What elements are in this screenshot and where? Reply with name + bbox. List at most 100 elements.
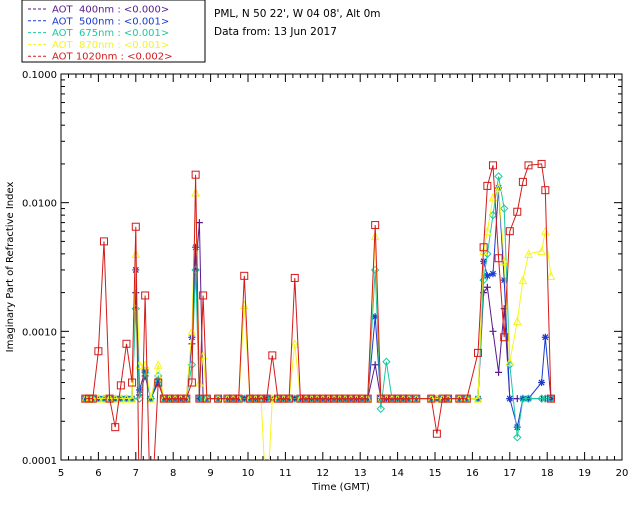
data-point-square <box>393 394 402 403</box>
data-point-square <box>262 394 271 403</box>
data-point-square <box>301 394 310 403</box>
y-tick-label: 0.0001 <box>22 456 57 467</box>
x-axis-label: Time (GMT) <box>311 482 370 493</box>
data-point-square <box>257 394 266 403</box>
data-point-square <box>518 177 527 186</box>
data-point-diamond <box>382 357 391 366</box>
data-point-asterisk <box>541 333 549 341</box>
data-point-square <box>462 394 471 403</box>
y-axis-label: Imaginary Part of Refractive Index <box>5 182 16 353</box>
data-point-triangle <box>505 357 515 366</box>
data-point-square <box>154 378 163 387</box>
data-point-asterisk <box>489 270 497 278</box>
data-point-square <box>432 429 441 438</box>
data-point-plus <box>195 219 203 227</box>
data-point-square <box>438 394 447 403</box>
series-line <box>85 163 552 460</box>
data-point-square <box>474 348 483 357</box>
data-point-square <box>387 394 396 403</box>
data-point-plus <box>489 327 497 335</box>
legend-entry: AOT 870nm : <0.001> <box>52 40 169 51</box>
data-point-triangle <box>473 393 483 403</box>
data-point-square <box>483 181 492 190</box>
data-point-square <box>318 394 327 403</box>
data-point-square <box>546 394 555 403</box>
x-tick-label: 5 <box>58 468 64 479</box>
x-tick-label: 12 <box>316 468 329 479</box>
data-point-diamond <box>376 404 385 414</box>
data-point-square <box>307 394 316 403</box>
data-point-square <box>245 394 254 403</box>
site-label: PML, N 50 22', W 04 08', Alt 0m <box>214 8 381 20</box>
data-point-triangle <box>153 360 163 369</box>
data-point-square <box>88 394 97 403</box>
legend-entry: AOT 1020nm : <0.002> <box>52 52 172 63</box>
legend-entry: AOT 500nm : <0.001> <box>52 16 169 27</box>
data-point-square <box>273 394 282 403</box>
data-point-square <box>128 378 137 387</box>
data-point-square <box>182 394 191 403</box>
data-point-square <box>330 394 339 403</box>
data-point-asterisk <box>506 395 514 403</box>
data-point-square <box>251 394 260 403</box>
data-point-square <box>234 394 243 403</box>
y-tick-label: 0.0100 <box>22 199 57 210</box>
x-tick-label: 15 <box>429 468 442 479</box>
data-point-square <box>371 221 380 230</box>
data-point-diamond <box>483 249 492 259</box>
data-point-diamond <box>135 394 144 403</box>
data-point-square <box>363 394 372 403</box>
data-point-triangle <box>122 393 131 403</box>
x-tick-label: 9 <box>207 468 213 479</box>
data-point-diamond <box>494 172 503 181</box>
x-tick-label: 10 <box>242 468 255 479</box>
data-point-triangle <box>546 271 556 280</box>
data-point-asterisk <box>192 243 200 251</box>
data-point-square <box>444 394 453 403</box>
series-4 <box>81 183 556 460</box>
data-point-square <box>376 394 385 403</box>
data-point-square <box>412 394 421 403</box>
data-point-square <box>199 291 208 300</box>
data-point-diamond <box>499 204 509 213</box>
data-point-triangle <box>187 326 197 336</box>
data-point-square <box>382 394 391 403</box>
data-point-square <box>427 394 436 403</box>
data-point-square <box>494 254 503 263</box>
data-point-square <box>141 291 150 300</box>
data-point-triangle <box>524 249 533 258</box>
data-point-square <box>358 394 367 403</box>
data-point-square <box>296 394 305 403</box>
data-point-plus <box>371 361 379 369</box>
data-point-asterisk <box>500 276 508 284</box>
data-point-triangle <box>518 275 528 285</box>
data-point-square <box>505 227 514 236</box>
x-tick-label: 19 <box>578 468 591 479</box>
x-tick-label: 7 <box>133 468 139 479</box>
data-point-triangle <box>512 316 522 326</box>
data-point-square <box>122 339 131 348</box>
data-point-triangle <box>127 393 137 403</box>
y-tick-label: 0.0010 <box>22 327 57 338</box>
data-point-square <box>313 394 322 403</box>
x-tick-label: 11 <box>279 468 292 479</box>
data-point-square <box>279 394 288 403</box>
legend: AOT 400nm : <0.000>AOT 500nm : <0.001> AO… <box>21 0 206 63</box>
axes: 5 6 7 8 9 10 11 12 13 14 15 16 17 18 19 20 0.0001 0.0010 0… <box>22 70 628 479</box>
data-point-square <box>171 394 180 403</box>
x-tick-label: 13 <box>354 468 367 479</box>
data-point-square <box>488 161 497 170</box>
data-point-square <box>513 207 522 216</box>
legend-entry: AOT 400nm : <0.000> <box>52 5 169 16</box>
data-point-square <box>159 394 168 403</box>
data-point-asterisk <box>371 313 379 321</box>
data-point-diamond <box>537 394 546 403</box>
data-point-square <box>111 423 120 432</box>
legend-box <box>21 0 206 63</box>
data-point-square <box>541 186 550 195</box>
x-tick-label: 16 <box>466 468 479 479</box>
y-tick-label: 0.1000 <box>22 70 57 81</box>
data-point-square <box>346 394 355 403</box>
